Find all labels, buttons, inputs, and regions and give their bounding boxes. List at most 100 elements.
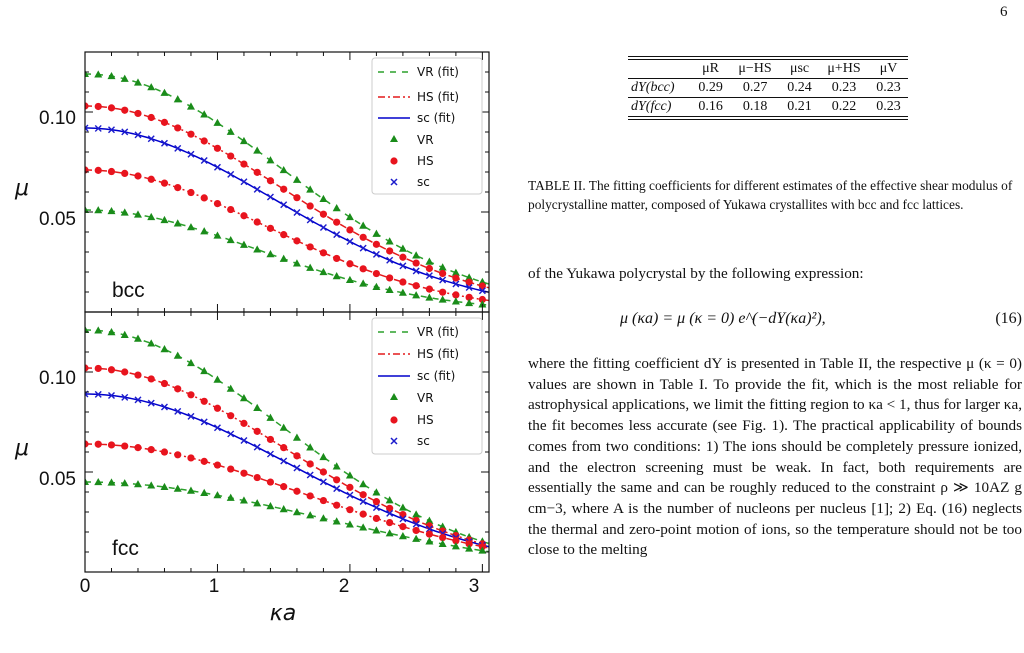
table-bottom-rule [628,116,908,120]
data-point-vr [160,482,169,491]
data-point-vr [478,546,487,554]
data-point-vr [425,516,434,524]
data-point-hs [134,371,142,379]
data-point-sc [359,498,367,505]
data-point-sc [187,412,195,420]
data-point-vr [345,471,354,479]
data-point-hs [240,160,248,168]
data-point-hs [253,427,261,435]
data-point-vr [213,491,222,499]
table-header-cell: μ+HS [818,60,870,79]
data-point-sc [425,272,433,280]
data-point-sc [147,135,155,143]
y-tick-label-fcc-0.10: 0.10 [39,368,76,389]
table-cell: 0.16 [698,99,723,114]
data-point-vr [85,325,89,333]
data-point-hs [439,269,447,278]
data-point-hs [346,260,354,268]
data-point-sc [85,124,89,132]
page-number: 6 [1000,4,1008,20]
data-point-hs [266,224,275,232]
data-point-vr [372,282,381,290]
data-point-hs [187,391,195,399]
data-point-sc [160,403,168,411]
data-point-hs [200,137,208,145]
data-point-sc [386,256,394,264]
data-point-hs [174,451,182,459]
y-tick-label-bcc-0.05: 0.05 [39,209,76,230]
data-point-sc [465,284,473,292]
y-axis-title-bcc: μ [14,176,29,201]
data-point-hs [280,444,288,452]
legend-fcc: VR (fit) HS (fit) sc (fit) VR HS sc [371,317,483,455]
table-cell: 0.23 [869,78,908,98]
series-line-hs-fit [85,367,489,547]
data-point-hs [333,254,341,263]
data-point-vr [266,156,275,164]
data-point-vr [266,413,275,421]
data-point-vr [359,480,368,488]
data-point-sc [372,504,380,512]
data-point-hs [412,526,420,535]
legend-label-hs: HS [417,413,434,427]
data-point-hs [160,118,169,126]
data-point-vr [438,539,447,547]
data-point-sc [346,491,354,499]
data-point-hs [293,237,301,245]
data-point-hs [147,175,155,183]
series-line-hs-fit [85,443,489,549]
data-point-vr [319,194,328,203]
data-point-sc [134,396,142,404]
data-point-vr [385,529,394,537]
data-point-hs [94,440,102,448]
data-point-sc [227,430,235,438]
data-point-sc [174,407,182,415]
data-point-vr [306,511,315,519]
fitting-coefficients-table: μR μ−HS μsc μ+HS μV dY(bcc) 0.29 0.27 0.… [628,60,908,116]
data-point-vr [239,136,248,145]
data-point-hs [333,501,341,509]
data-point-sc [280,457,288,465]
data-point-hs [346,506,354,514]
data-point-hs [134,444,142,452]
data-point-vr [160,345,169,353]
data-point-vr [213,118,222,126]
data-point-sc [94,124,102,132]
legend-marker-hs [390,157,398,165]
table-header-cell: μsc [780,60,819,79]
data-point-sc [306,216,314,224]
data-point-vr [279,254,288,262]
data-point-hs [452,274,460,282]
data-point-sc [333,485,341,493]
panel-bcc [84,51,490,313]
data-point-sc [478,287,486,295]
data-point-hs [359,510,367,518]
data-point-vr [279,505,288,513]
series-line-vr-fit [85,481,489,553]
table-cell: 0.23 [818,78,870,98]
data-point-sc [94,390,102,398]
data-point-hs [174,385,182,393]
data-point-vr [147,212,156,221]
paragraph: of the Yukawa polycrystal by the followi… [528,265,864,282]
legend-label-hs: HS [417,154,434,168]
data-point-hs [346,483,354,491]
data-point-hs [386,274,394,282]
data-point-hs [160,448,169,456]
data-point-vr [465,273,474,281]
data-point-vr [438,522,447,530]
data-point-hs [227,152,235,160]
data-point-hs [319,468,328,476]
data-point-vr [253,245,262,253]
table-header-cell [628,60,692,79]
data-point-hs [200,397,208,405]
data-point-hs [359,491,367,499]
data-point-vr [385,496,394,504]
data-point-vr [412,510,421,518]
legend-marker-vr [390,393,398,400]
data-point-hs [240,469,248,477]
data-point-vr [120,74,129,82]
data-point-vr [107,206,116,215]
data-point-vr [133,78,142,86]
data-point-vr [85,205,89,213]
